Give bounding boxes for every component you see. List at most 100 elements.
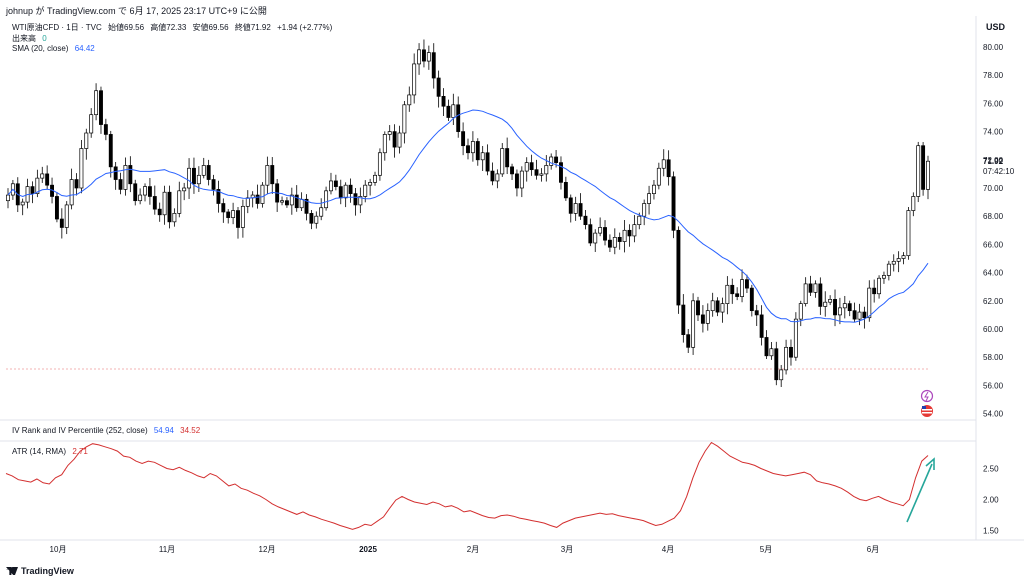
candle-body bbox=[647, 193, 652, 204]
candle bbox=[519, 166, 524, 198]
candle-body bbox=[373, 174, 377, 183]
candle-body bbox=[133, 183, 138, 202]
candle-body bbox=[236, 210, 240, 228]
candle-body bbox=[681, 304, 686, 335]
candle bbox=[666, 150, 671, 186]
candle-body bbox=[519, 170, 524, 189]
candle bbox=[749, 284, 754, 317]
candle bbox=[700, 305, 705, 333]
candle bbox=[113, 162, 118, 190]
candle bbox=[691, 293, 696, 355]
candle-body bbox=[221, 203, 226, 213]
price-tick-label: 74.00 bbox=[983, 128, 1004, 137]
candle bbox=[353, 187, 358, 216]
candle bbox=[289, 187, 294, 215]
candle-body bbox=[539, 173, 544, 176]
candle bbox=[847, 300, 852, 317]
candle-body bbox=[6, 194, 10, 202]
candle-body bbox=[397, 132, 402, 148]
candle bbox=[661, 149, 666, 177]
tradingview-brand: TradingView bbox=[21, 566, 74, 576]
candle-body bbox=[544, 165, 549, 175]
candle bbox=[451, 93, 456, 126]
candle bbox=[314, 211, 319, 229]
candle-body bbox=[363, 184, 368, 197]
atr-tick-label: 1.50 bbox=[983, 527, 999, 536]
candle bbox=[319, 198, 324, 221]
candle-body bbox=[387, 131, 392, 135]
candle-body bbox=[813, 283, 818, 293]
candle-body bbox=[40, 173, 45, 179]
candle bbox=[789, 339, 793, 366]
close-label: 終値 bbox=[234, 23, 251, 32]
candle-body bbox=[456, 104, 461, 132]
candle bbox=[64, 201, 69, 235]
candle-body bbox=[187, 167, 192, 189]
candle-body bbox=[289, 194, 294, 206]
candle-body bbox=[877, 277, 882, 295]
candle-body bbox=[348, 184, 353, 194]
trend-arrow-line bbox=[906, 463, 933, 523]
candle bbox=[901, 252, 906, 265]
countdown-label: 07:42:10 bbox=[983, 167, 1015, 176]
candle bbox=[715, 297, 720, 317]
candle-body bbox=[255, 194, 260, 204]
close-value: 71.92 bbox=[250, 23, 271, 32]
candle bbox=[607, 234, 612, 253]
candle-body bbox=[485, 152, 490, 172]
candle-body bbox=[632, 224, 637, 237]
candle-body bbox=[524, 162, 529, 172]
symbol-legend: WTI原油CFD · 1日 · TVC 始値69.56 高値72.33 安値69… bbox=[12, 22, 332, 33]
candle bbox=[133, 179, 138, 206]
candle-body bbox=[510, 166, 514, 175]
candle bbox=[696, 296, 700, 322]
candle bbox=[456, 96, 461, 138]
candle-body bbox=[891, 260, 896, 265]
iv-label: IV Rank and IV Percentile (252, close) bbox=[12, 426, 148, 435]
candle bbox=[368, 178, 373, 196]
candle bbox=[603, 220, 607, 246]
candle bbox=[240, 199, 245, 238]
currency-label[interactable]: USD bbox=[986, 22, 1006, 32]
candle bbox=[245, 190, 250, 214]
candle-body bbox=[926, 160, 930, 190]
iv-rank-value: 54.94 bbox=[153, 426, 174, 435]
candle-body bbox=[696, 300, 700, 316]
candle bbox=[823, 291, 828, 317]
candle bbox=[735, 287, 740, 301]
candle bbox=[647, 185, 652, 215]
candle bbox=[896, 251, 901, 273]
candle bbox=[720, 297, 725, 323]
candle bbox=[906, 207, 911, 260]
candle-body bbox=[573, 203, 578, 214]
candle bbox=[872, 279, 877, 303]
candle-body bbox=[725, 284, 730, 304]
candle bbox=[123, 157, 128, 196]
atr-tick-label: 2.00 bbox=[983, 496, 999, 505]
time-tick-label: 2025 bbox=[359, 545, 377, 554]
candle-body bbox=[764, 337, 769, 357]
candle bbox=[559, 156, 563, 190]
open-label: 始値 bbox=[108, 23, 125, 32]
candle-body bbox=[35, 177, 40, 194]
candle-body bbox=[226, 211, 231, 218]
tradingview-logo[interactable]: TradingView bbox=[6, 566, 74, 576]
candle bbox=[921, 142, 926, 196]
price-tick-label: 76.00 bbox=[983, 99, 1004, 108]
candle bbox=[779, 365, 784, 387]
candle-body bbox=[64, 204, 69, 228]
candle bbox=[798, 300, 803, 327]
candle-body bbox=[304, 198, 309, 214]
candle bbox=[911, 192, 916, 217]
candle bbox=[593, 229, 598, 252]
candle bbox=[329, 172, 333, 195]
low-value: 69.56 bbox=[208, 23, 229, 32]
candle-body bbox=[495, 173, 500, 182]
sma-label: SMA (20, close) bbox=[12, 44, 69, 53]
candle bbox=[740, 269, 744, 303]
candle-body bbox=[837, 307, 842, 316]
candle-body bbox=[284, 200, 289, 206]
candle bbox=[59, 208, 64, 239]
atr-tick-label: 2.50 bbox=[983, 465, 999, 474]
